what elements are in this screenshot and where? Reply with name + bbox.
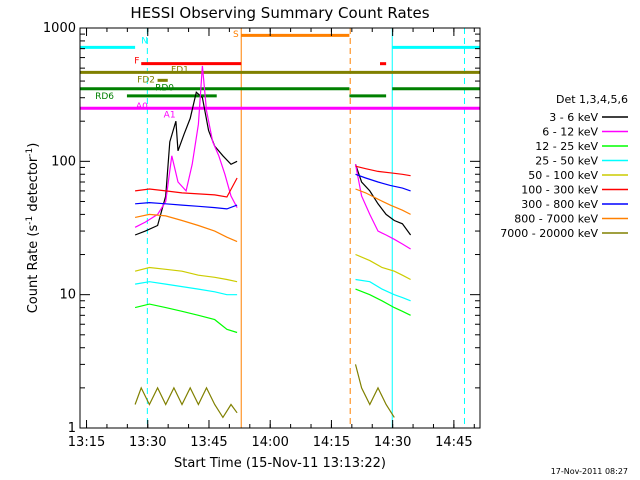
series-line-50-100-kev-second [355,253,411,281]
y-axis-ticks: 1 10 100 1000 [43,21,480,436]
x-tick-label: 14:15 [313,435,350,450]
flag-label-n: N [141,37,148,47]
x-axis-label: Start Time (15-Nov-11 13:13:22) [174,456,386,471]
flag-label-fd2: FD2 [137,76,155,86]
vertical-markers [146,28,465,428]
y-label-sup-1: -1 [25,216,35,225]
x-axis-ticks: 13:15 13:30 13:45 14:00 14:15 14:30 14:45 [68,28,475,450]
series-line-3-6-kev [134,91,238,236]
legend-item-label: 3 - 6 keV [549,111,598,124]
flag-label-s: S [233,30,239,40]
flag-label-rd0: RD0 [155,83,174,93]
legend-item-label: 50 - 100 keV [528,169,598,182]
plot-frame [79,27,481,429]
y-tick-label: 10 [59,288,76,303]
x-tick-label: 14:00 [251,435,288,450]
chart-title: HESSI Observing Summary Count Rates [130,4,429,22]
series-line-7000-20000-kev [134,386,238,419]
legend-item-label: 25 - 50 keV [535,155,598,168]
series-line-6-12-kev-second [354,164,411,250]
series-line-800-7000-kev-second [355,188,411,215]
flag-label-f: F [134,57,139,67]
series-line-12-25-kev-second [355,288,411,316]
x-tick-label: 14:45 [435,435,472,450]
y-axis-label: Count Rate (s-1 detector-1) [25,143,41,314]
y-label-sup-2: -1 [25,148,35,157]
series-line-800-7000-kev [134,213,238,243]
y-label-part-2: detector [26,156,41,216]
series-line-300-800-kev-second [355,173,411,192]
series-line-25-50-kev [135,281,238,296]
x-tick-label: 13:30 [129,435,166,450]
series-line-300-800-kev [135,201,238,210]
legend-item-label: 100 - 300 keV [521,184,598,197]
x-tick-label: 13:15 [68,435,105,450]
series-line-12-25-kev [134,303,238,334]
series-line-25-50-kev-second [355,278,411,302]
flag-label-fd1: FD1 [171,65,189,75]
series-lines [134,65,412,419]
y-tick-label: 1 [68,421,76,436]
y-tick-label: 1000 [43,21,76,36]
y-tick-label: 100 [51,154,76,169]
legend-title: Det 1,3,4,5,6 [556,93,628,106]
series-line-3-6-kev-second [354,164,412,236]
legend-item-label: 12 - 25 keV [535,140,598,153]
x-tick-label: 13:45 [190,435,227,450]
legend-item-label: 300 - 800 keV [521,198,598,211]
legend-item-label: 6 - 12 keV [542,126,598,139]
flag-label-a0: A0 [136,102,148,112]
legend-item-label: 7000 - 20000 keV [500,227,598,240]
flag-label-rd6: RD6 [95,92,114,102]
series-line-100-300-kev-second [355,165,411,177]
flag-label-a1: A1 [164,110,176,120]
legend-item-label: 800 - 7000 keV [514,213,598,226]
footer-timestamp: 17-Nov-2011 08:27 [551,467,628,476]
x-tick-label: 14:30 [374,435,411,450]
series-line-6-12-kev [134,65,238,228]
series-line-100-300-kev [135,177,238,198]
series-line-50-100-kev [134,266,238,283]
series-line-7000-20000-kev-second [354,364,395,418]
y-label-part-3: ) [26,143,41,148]
y-label-part-1: Count Rate (s [26,225,41,314]
